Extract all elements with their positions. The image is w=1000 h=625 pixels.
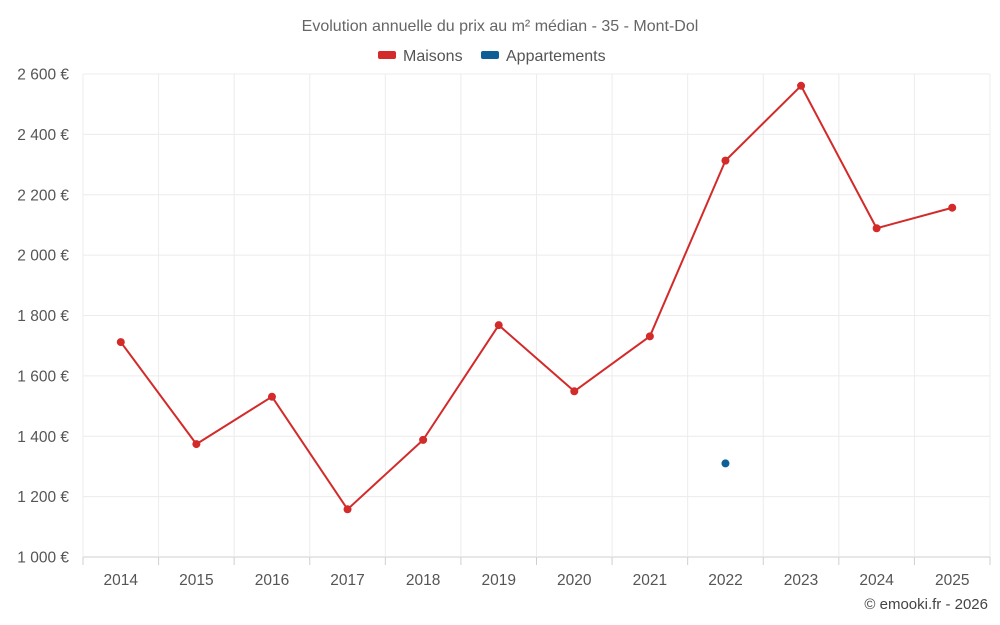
- data-point-maisons-2023[interactable]: Maisons 2023: 2561 €: [797, 81, 806, 90]
- y-tick-label: 2 600 €: [17, 67, 69, 84]
- data-point-maisons-2022[interactable]: Maisons 2022: 2313 €: [721, 156, 730, 165]
- y-tick-label: 1 000 €: [17, 550, 69, 567]
- legend: Maisons Appartements: [378, 48, 606, 65]
- legend-swatch-maisons: [378, 51, 396, 59]
- x-gridlines: [82, 74, 991, 557]
- legend-label-appartements: Appartements: [506, 48, 606, 65]
- chart-title: Evolution annuelle du prix au m² médian …: [302, 18, 699, 35]
- y-tick-label: 1 200 €: [17, 489, 69, 506]
- x-tick-label-2021: 2021: [633, 572, 667, 589]
- y-tick-label: 2 000 €: [17, 248, 69, 265]
- data-point-maisons-2021[interactable]: Maisons 2021: 1731 €: [645, 332, 654, 341]
- data-point-maisons-2019[interactable]: Maisons 2019: 1768 €: [494, 321, 503, 330]
- y-tick-label: 2 400 €: [17, 127, 69, 144]
- data-point-maisons-2018[interactable]: Maisons 2018: 1388 €: [419, 435, 428, 444]
- series-points: Maisons 2014: 1712 € Maisons 2015: 1374 €…: [116, 81, 957, 514]
- x-tick-label-2025: 2025: [935, 572, 969, 589]
- x-axis-ticks: 2014 2015 2016 2017 2018 2019 2020 2021 2022 2023…: [82, 557, 991, 589]
- legend-swatch-appartements: [481, 51, 499, 59]
- x-tick-label-2024: 2024: [859, 572, 894, 589]
- data-point-maisons-2014[interactable]: Maisons 2014: 1712 €: [116, 338, 125, 347]
- x-tick-label-2018: 2018: [406, 572, 440, 589]
- x-tick-label-2016: 2016: [255, 572, 289, 589]
- y-axis-ticks: 1 000 € 1 200 € 1 400 € 1 600 € 1 800 € 2 000…: [17, 67, 69, 567]
- data-point-maisons-2015[interactable]: Maisons 2015: 1374 €: [192, 440, 201, 449]
- x-tick-label-2015: 2015: [179, 572, 213, 589]
- x-tick-label-2014: 2014: [104, 572, 139, 589]
- data-point-maisons-2017[interactable]: Maisons 2017: 1158 €: [343, 505, 352, 514]
- y-tick-label: 1 800 €: [17, 308, 69, 325]
- series-lines: [119, 84, 953, 511]
- data-point-maisons-2025[interactable]: Maisons 2025: 2157 €: [948, 203, 957, 212]
- x-tick-label-2020: 2020: [557, 572, 592, 589]
- legend-label-maisons: Maisons: [403, 48, 463, 65]
- y-tick-label: 1 600 €: [17, 368, 69, 385]
- data-point-maisons-2020[interactable]: Maisons 2020: 1549 €: [570, 387, 579, 396]
- x-tick-label-2019: 2019: [481, 572, 515, 589]
- data-point-maisons-2016[interactable]: Maisons 2016: 1531 €: [267, 392, 276, 401]
- y-tick-label: 2 200 €: [17, 187, 69, 204]
- data-point-maisons-2024[interactable]: Maisons 2024: 2089 €: [872, 224, 881, 233]
- legend-item-appartements[interactable]: Appartements: [481, 48, 606, 65]
- data-point-appartements-2022[interactable]: Appartements 2022: 1310 €: [721, 459, 730, 468]
- x-tick-label-2017: 2017: [330, 572, 364, 589]
- y-tick-label: 1 400 €: [17, 429, 69, 446]
- legend-item-maisons[interactable]: Maisons: [378, 48, 463, 65]
- credit-text: © emooki.fr - 2026: [864, 596, 988, 613]
- x-tick-label-2023: 2023: [784, 572, 818, 589]
- x-tick-label-2022: 2022: [708, 572, 742, 589]
- series-line-maisons: [119, 84, 953, 511]
